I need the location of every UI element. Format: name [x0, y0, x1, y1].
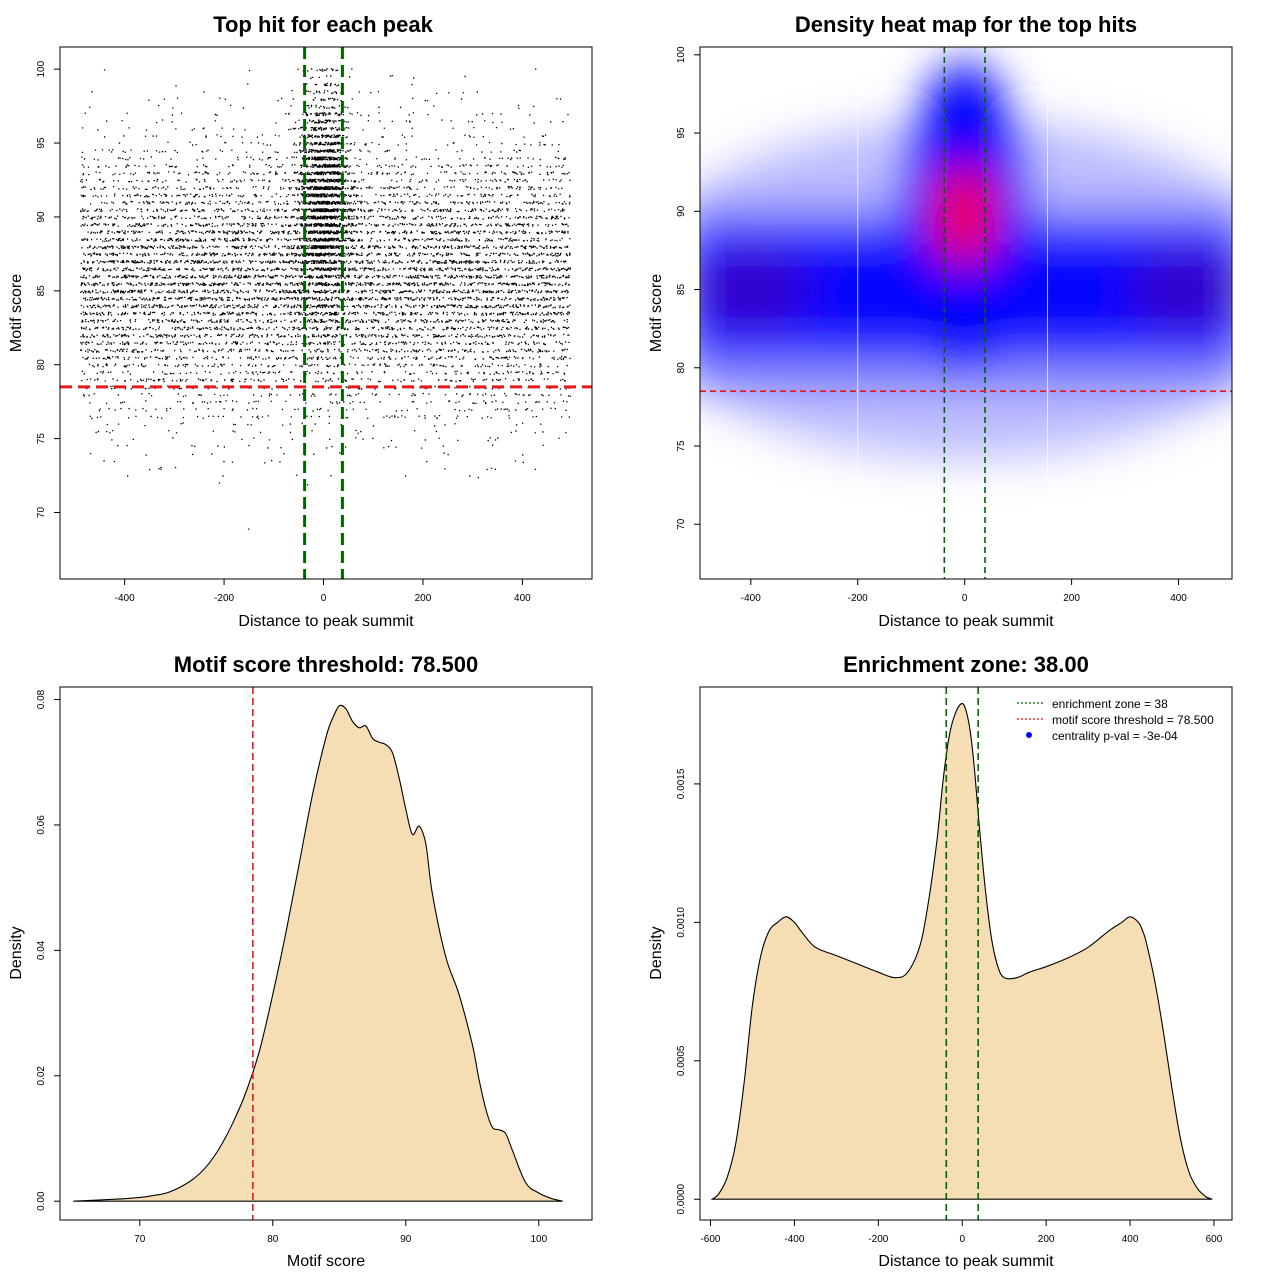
y-tick-label: 90 — [676, 205, 687, 217]
y-tick-label: 0.0000 — [676, 1184, 687, 1215]
y-tick-label: 95 — [36, 137, 47, 149]
panel-scatter: Top hit for each peak -400 -200 0 200 400 70 7… — [8, 12, 593, 630]
chart-title: Density heat map for the top hits — [795, 12, 1137, 37]
y-tick-label: 0.02 — [36, 1066, 47, 1086]
x-tick-label: 200 — [415, 593, 432, 604]
x-tick-label: -600 — [700, 1234, 720, 1245]
y-tick-label: 70 — [36, 507, 47, 519]
x-axis-label: Motif score — [287, 1253, 365, 1270]
axes: -600 -400 -200 0 200 400 600 0.0000 0.0005 0.0010… — [676, 768, 1223, 1245]
scatter-point — [79, 68, 571, 530]
x-tick-label: -400 — [784, 1234, 804, 1245]
y-tick-label: 90 — [36, 211, 47, 223]
y-tick-label: 75 — [676, 440, 687, 452]
x-tick-label: 400 — [514, 593, 531, 604]
chart-title: Enrichment zone: 38.00 — [843, 652, 1089, 677]
chart-title: Top hit for each peak — [213, 12, 433, 37]
chart-title: Motif score threshold: 78.500 — [174, 652, 478, 677]
density-curve — [73, 704, 563, 1202]
y-tick-label: 100 — [36, 60, 47, 77]
y-axis-label: Motif score — [8, 274, 25, 352]
density-hotspot — [1129, 253, 1232, 326]
y-tick-label: 0.08 — [36, 689, 47, 709]
x-tick-label: 200 — [1063, 593, 1080, 604]
x-tick-label: 600 — [1206, 1234, 1223, 1245]
y-tick-label: 85 — [36, 285, 47, 297]
x-tick-label: -200 — [868, 1234, 888, 1245]
x-tick-label: 400 — [1122, 1234, 1139, 1245]
y-tick-label: 0.06 — [36, 815, 47, 835]
plot-frame — [699, 46, 1233, 580]
reference-lines — [60, 47, 592, 579]
x-tick-label: 80 — [267, 1234, 279, 1245]
x-tick-label: 100 — [530, 1234, 547, 1245]
legend-swatch-pval — [1026, 732, 1032, 738]
legend: enrichment zone = 38 motif score thresho… — [1017, 697, 1214, 743]
y-axis-label: Motif score — [648, 274, 665, 352]
scatter-points — [79, 68, 571, 530]
x-axis-label: Distance to peak summit — [238, 613, 414, 630]
heatmap-seams — [857, 54, 1049, 478]
legend-label: motif score threshold = 78.500 — [1052, 713, 1214, 727]
y-tick-label: 0.0015 — [676, 768, 687, 799]
x-tick-label: 0 — [321, 593, 327, 604]
reference-lines — [700, 47, 1232, 579]
density-area — [73, 704, 563, 1202]
y-tick-label: 100 — [676, 46, 687, 63]
panel-score-density: Motif score threshold: 78.500 70 80 90 100 0… — [8, 652, 593, 1270]
heatmap-blobs — [700, 61, 1232, 460]
x-tick-label: 90 — [400, 1234, 412, 1245]
y-tick-label: 0.00 — [36, 1191, 47, 1211]
legend-label: enrichment zone = 38 — [1052, 697, 1168, 711]
y-tick-label: 0.0005 — [676, 1045, 687, 1076]
y-tick-label: 0.0010 — [676, 907, 687, 938]
y-tick-label: 70 — [676, 518, 687, 530]
y-tick-label: 80 — [36, 359, 47, 371]
x-tick-label: -400 — [741, 593, 761, 604]
density-hotspot — [700, 253, 811, 326]
plot-frame — [699, 686, 1233, 1221]
y-tick-label: 95 — [676, 127, 687, 139]
y-axis-label: Density — [8, 926, 25, 979]
heatmap-area — [700, 47, 1232, 579]
x-axis-label: Distance to peak summit — [878, 613, 1054, 630]
axes: -400 -200 0 200 400 70 75 80 85 90 95 100 — [676, 46, 1187, 604]
x-axis-label: Distance to peak summit — [878, 1253, 1054, 1270]
y-tick-label: 0.04 — [36, 940, 47, 960]
y-tick-label: 85 — [676, 284, 687, 296]
x-tick-label: 400 — [1170, 593, 1187, 604]
density-area — [710, 703, 1213, 1200]
density-hotspot — [946, 170, 983, 259]
x-tick-label: 0 — [959, 1234, 965, 1245]
y-tick-label: 75 — [36, 433, 47, 445]
panel-distance-density: Enrichment zone: 38.00 -600 -400 -200 0 200 4… — [648, 652, 1233, 1270]
y-axis-label: Density — [648, 926, 665, 979]
x-tick-label: 200 — [1038, 1234, 1055, 1245]
x-tick-label: -200 — [848, 593, 868, 604]
plot-frame — [59, 686, 593, 1221]
density-curve — [710, 703, 1213, 1200]
x-tick-label: 0 — [962, 593, 968, 604]
reference-lines — [945, 687, 979, 1220]
panel-heatmap: Density heat map for the top hits -400 -2… — [648, 12, 1233, 630]
plot-frame — [59, 46, 593, 580]
axes: -400 -200 0 200 400 70 75 80 85 90 95 100 — [36, 60, 531, 604]
y-tick-label: 80 — [676, 362, 687, 374]
legend-label: centrality p-val = -3e-04 — [1052, 729, 1178, 743]
x-tick-label: 70 — [134, 1234, 146, 1245]
axes: 70 80 90 100 0.00 0.02 0.04 0.06 0.08 — [36, 689, 548, 1245]
x-tick-label: -200 — [214, 593, 234, 604]
x-tick-label: -400 — [115, 593, 135, 604]
